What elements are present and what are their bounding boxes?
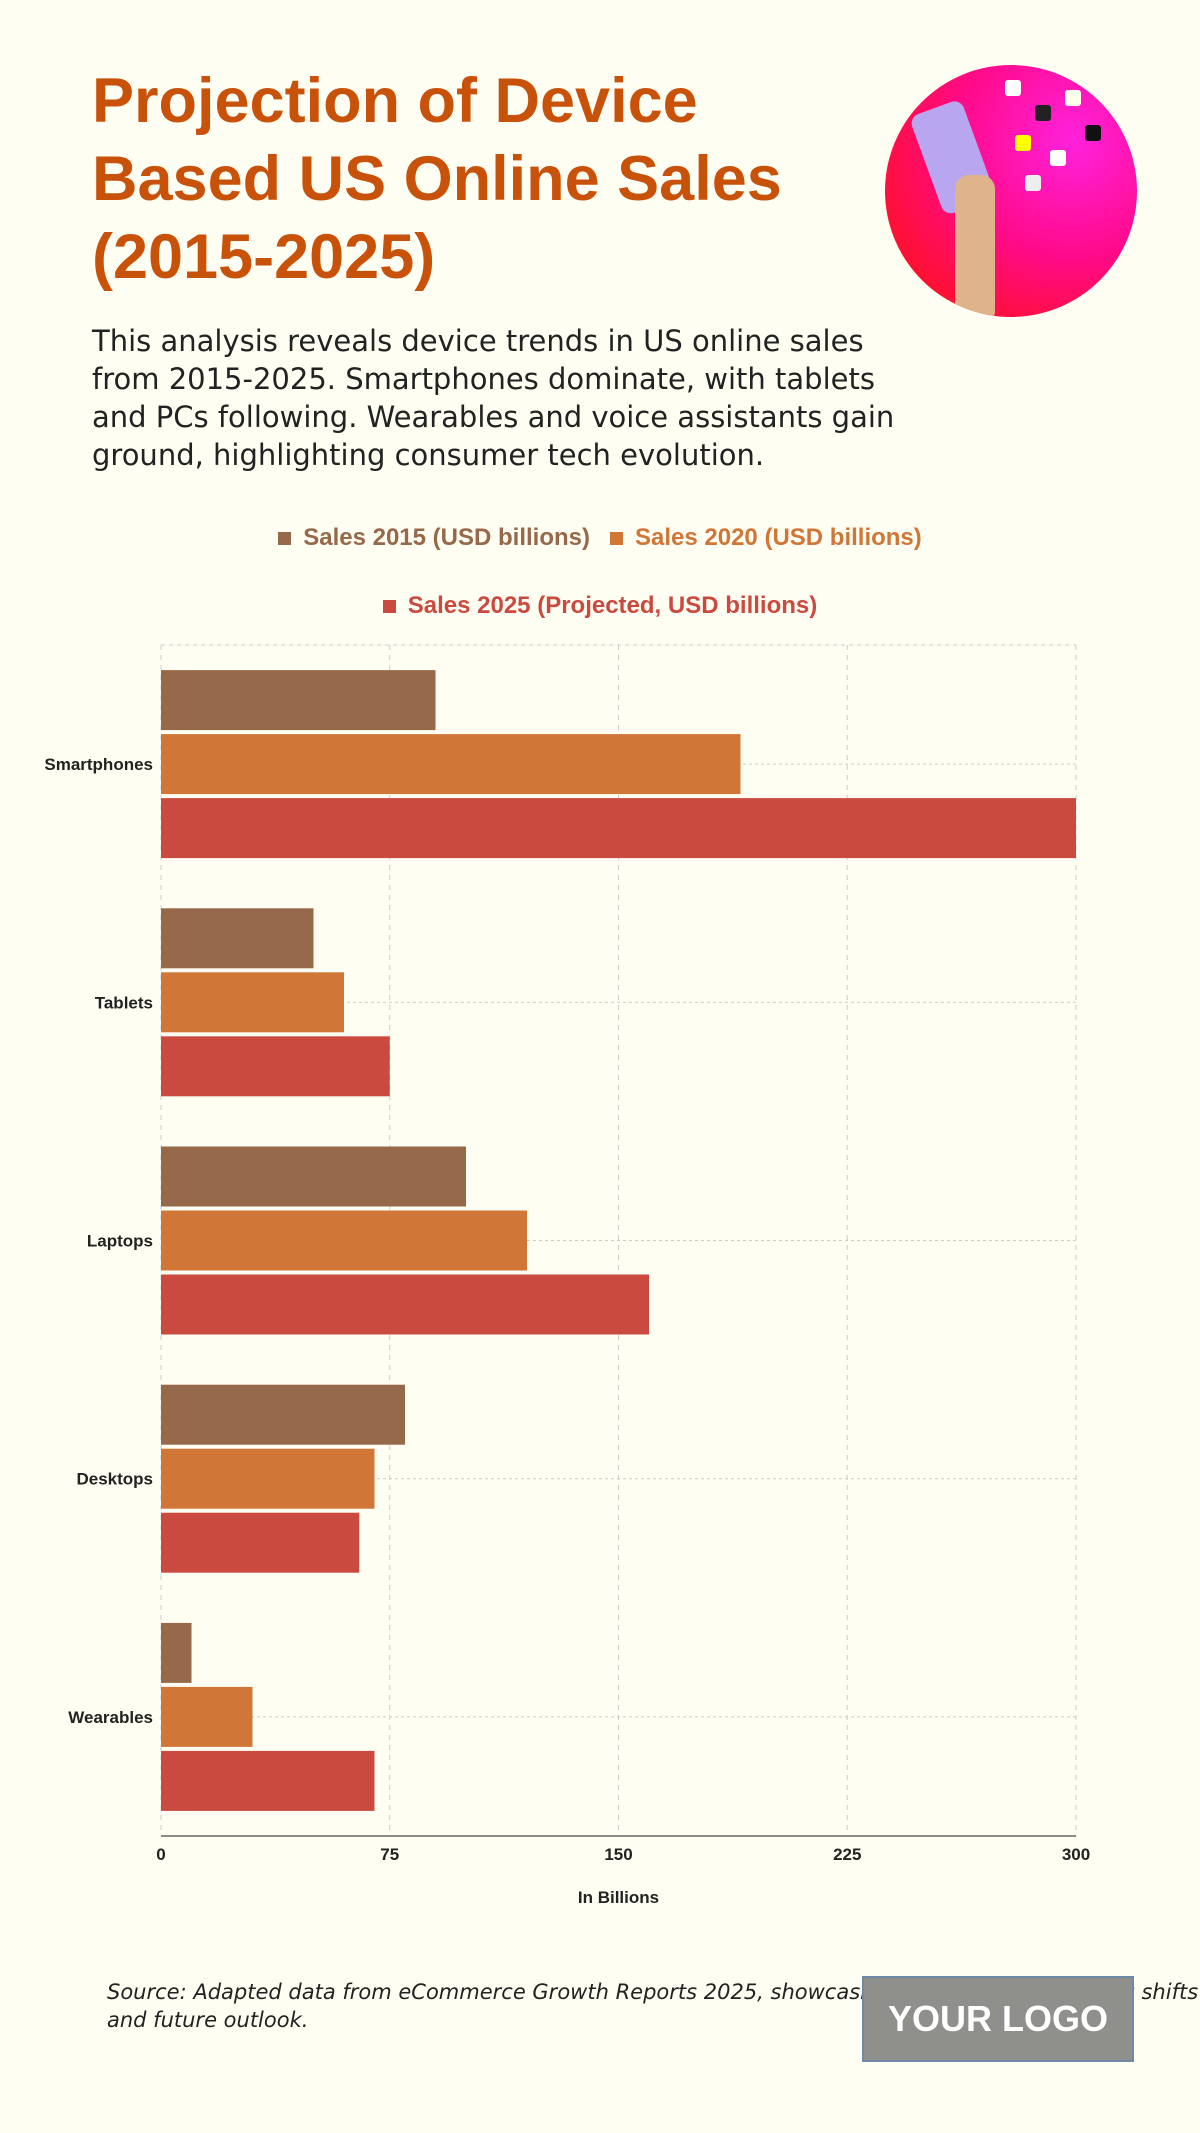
- y-category-label: Wearables: [68, 1708, 153, 1727]
- y-category-label: Tablets: [95, 993, 153, 1012]
- y-category-label: Desktops: [76, 1470, 153, 1489]
- bar-desktops-0: [161, 1384, 405, 1445]
- bar-tablets-1: [161, 972, 344, 1033]
- bar-tablets-2: [161, 1036, 390, 1097]
- bar-tablets-0: [161, 908, 314, 969]
- legend-label: Sales 2015 (USD billions): [303, 524, 590, 551]
- page-description: This analysis reveals device trends in U…: [92, 324, 895, 472]
- bar-wearables-1: [161, 1686, 253, 1747]
- bar-smartphones-0: [161, 670, 436, 731]
- bar-smartphones-2: [161, 798, 1076, 859]
- legend-item-2025[interactable]: Sales 2025 (Projected, USD billions): [382, 592, 818, 620]
- legend-item-2020[interactable]: Sales 2020 (USD billions): [610, 524, 922, 552]
- x-tick-label: 150: [604, 1845, 632, 1864]
- legend-swatch-icon: [610, 531, 623, 545]
- bar-wearables-0: [161, 1622, 192, 1683]
- bar-laptops-1: [161, 1210, 527, 1271]
- x-tick-label: 225: [833, 1845, 861, 1864]
- hero-image-phone-hand: [885, 65, 1137, 317]
- legend-swatch-icon: [278, 531, 292, 545]
- x-axis-label: In Billions: [578, 1888, 659, 1907]
- x-tick-label: 0: [156, 1845, 165, 1864]
- bar-laptops-2: [161, 1274, 649, 1335]
- logo-placeholder: YOUR LOGO: [862, 1976, 1134, 2062]
- bar-desktops-1: [161, 1448, 375, 1509]
- y-category-label: Laptops: [87, 1232, 153, 1251]
- y-category-label: Smartphones: [44, 755, 153, 774]
- legend-swatch-icon: [382, 599, 396, 613]
- legend: Sales 2015 (USD billions) Sales 2020 (US…: [0, 524, 1200, 552]
- bar-laptops-0: [161, 1146, 466, 1207]
- x-tick-label: 300: [1062, 1845, 1090, 1864]
- phone-hand-illustration-icon: [911, 80, 1101, 317]
- bar-smartphones-1: [161, 734, 741, 795]
- x-tick-label: 75: [380, 1845, 399, 1864]
- page-title: Projection of Device Based US Online Sal…: [92, 66, 782, 292]
- legend-label: Sales 2025 (Projected, USD billions): [407, 592, 818, 619]
- legend-label: Sales 2020 (USD billions): [635, 524, 922, 551]
- bar-wearables-2: [161, 1750, 375, 1811]
- legend-row-2: Sales 2025 (Projected, USD billions): [0, 592, 1200, 620]
- bar-desktops-2: [161, 1512, 360, 1573]
- legend-item-2015[interactable]: Sales 2015 (USD billions): [278, 524, 590, 552]
- bar-chart: 0 75 150 225 300 Smartphones Tablets Laptops Des…: [44, 644, 1090, 1907]
